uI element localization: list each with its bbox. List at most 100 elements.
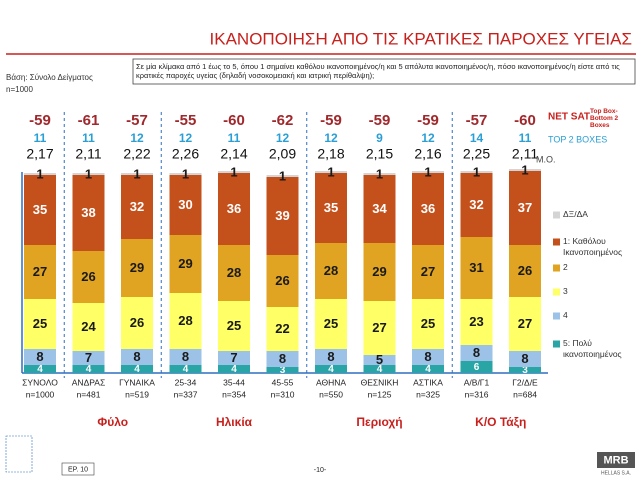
bar-segment (121, 349, 153, 365)
mean-value: 2,15 (366, 146, 393, 162)
left-logo (5, 435, 33, 473)
segment-label: 3 (280, 365, 286, 376)
segment-label: 35 (324, 200, 338, 215)
sample-size: n=310 (271, 389, 295, 399)
sample-size: n=481 (77, 389, 101, 399)
segment-label: 1 (133, 166, 140, 181)
sample-size: n=550 (319, 389, 343, 399)
net-sat-value: -60 (223, 112, 245, 129)
bar-segment (412, 349, 444, 365)
sample-size: n=684 (513, 389, 537, 399)
segment-label: 1 (182, 166, 189, 181)
net-sat-note: Top Box- Bottom 2 Boxes (590, 108, 619, 129)
segment-label: 4 (231, 364, 237, 375)
category-label: ΑΘΗΝΑ (316, 377, 346, 387)
segment-label: 8 (424, 349, 431, 364)
bar-segment (169, 349, 202, 365)
segment-label: 27 (33, 264, 47, 279)
legend-wrap: 4 (563, 310, 568, 320)
sample-size: n=1000 (26, 389, 55, 399)
segment-label: 32 (469, 197, 483, 212)
bar-segment (266, 307, 299, 351)
bar-segment (363, 243, 396, 301)
bar-segment (24, 175, 56, 245)
net-sat-value: -61 (78, 112, 100, 129)
legend-swatch (553, 211, 560, 219)
segment-label: 8 (279, 351, 286, 366)
segment-label: 8 (327, 349, 334, 364)
segment-label: 8 (36, 349, 43, 364)
legend-wrap: ΔΞ/ΔΑ (563, 209, 588, 219)
bar-segment (363, 175, 396, 243)
top2-header: TOP 2 BOXES (548, 134, 607, 144)
top2-value: 9 (376, 131, 383, 145)
segment-label: 25 (324, 316, 338, 331)
logo-box (597, 452, 635, 468)
segment-label: 8 (133, 349, 140, 364)
bar-segment (121, 365, 153, 373)
slide-title: ΙΚΑΝΟΠΟΙΗΣΗ ΑΠΟ ΤΙΣ ΚΡΑΤΙΚΕΣ ΠΑΡΟΧΕΣ ΥΓΕ… (210, 29, 632, 48)
bar-segment (315, 299, 347, 349)
mean-value: 2,17 (26, 146, 53, 162)
category-label: 25-34 (175, 377, 197, 387)
top2-value: 11 (228, 131, 241, 145)
category-label: Α/Β/Γ1 (464, 377, 490, 387)
bar-segment (412, 173, 444, 245)
top2-value: 11 (82, 131, 95, 145)
legend-label: 5: Πολύ ικανοποιημένος (563, 338, 622, 359)
legend-label: 2 (563, 262, 568, 272)
base-n: n=1000 (6, 85, 33, 94)
bar-segment (24, 173, 56, 175)
top2-value: 12 (179, 131, 193, 145)
legend-label: 1: Καθόλου Ικανοποιημένος (563, 236, 623, 257)
legend-swatch (553, 340, 560, 348)
bar-segment (460, 171, 493, 173)
bar-segment (121, 239, 153, 297)
segment-label: 24 (81, 319, 96, 334)
net-sat-header: NET SAT (548, 112, 590, 123)
question-no-box (61, 462, 95, 476)
bar-segment (218, 301, 250, 351)
segment-label: 23 (469, 314, 483, 329)
mean-value: 2,09 (269, 146, 296, 162)
legend-swatch (553, 238, 560, 246)
segment-label: 26 (130, 315, 144, 330)
segment-label: 38 (81, 205, 95, 220)
sample-size: n=316 (465, 389, 489, 399)
legend-wrap: 3 (563, 286, 568, 296)
bar-segment (24, 365, 56, 373)
legend-swatch (553, 264, 560, 272)
bar-segment (72, 251, 105, 303)
segment-label: 1 (473, 164, 480, 179)
segment-label: 26 (518, 263, 532, 278)
mean-value: 2,11 (75, 146, 101, 162)
segment-label: 1 (279, 168, 286, 183)
segment-label: 8 (521, 351, 528, 366)
bar-segment (266, 177, 299, 255)
mean-value: 2,22 (123, 146, 150, 162)
net-sat-value: -57 (126, 112, 148, 129)
bar-segment (266, 175, 299, 177)
segment-label: 26 (81, 269, 95, 284)
segment-label: 4 (86, 364, 92, 375)
question-no: ΕΡ. 10 (68, 466, 88, 473)
question-box (132, 58, 636, 85)
category-label: ΣΥΝΟΛΟ (22, 377, 58, 387)
bar-segment (218, 365, 250, 373)
bar-segment (266, 351, 299, 367)
category-label: ΑΣΤΙΚΑ (413, 377, 443, 387)
segment-label: 8 (182, 349, 189, 364)
sample-size: n=325 (416, 389, 440, 399)
segment-label: 26 (275, 273, 289, 288)
bar-segment (412, 171, 444, 173)
question-wrap: Σε μία κλίμακα από 1 έως το 5, όπου 1 ση… (136, 62, 620, 80)
bar-segment (315, 173, 347, 243)
mean-value: 2,14 (220, 146, 247, 162)
bar-segment (266, 367, 299, 373)
bar-segment (315, 171, 347, 173)
bar-segment (24, 299, 56, 349)
bar-segment (218, 245, 250, 301)
segment-label: 28 (178, 313, 192, 328)
segment-label: 25 (421, 316, 435, 331)
bar-segment (315, 365, 347, 373)
